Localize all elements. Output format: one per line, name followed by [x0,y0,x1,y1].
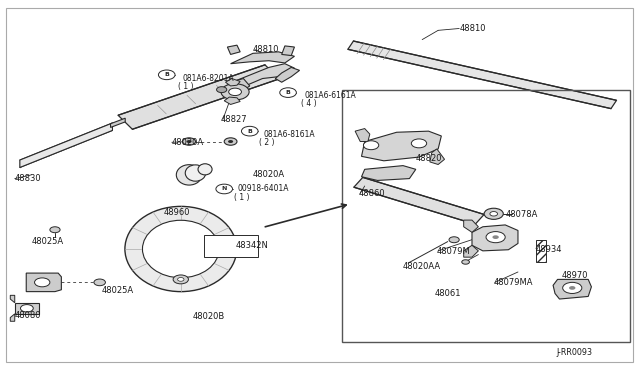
Circle shape [569,286,575,290]
Text: 48820: 48820 [416,154,442,163]
Circle shape [216,87,227,93]
Circle shape [221,84,249,100]
Circle shape [35,278,50,287]
Circle shape [177,278,184,281]
Text: B: B [285,90,291,95]
Polygon shape [111,118,125,128]
Circle shape [364,141,379,150]
Text: N: N [221,186,227,192]
Ellipse shape [198,164,212,175]
Bar [536,240,546,262]
Text: 48970: 48970 [561,271,588,280]
Circle shape [173,275,188,284]
Text: 48810: 48810 [253,45,280,54]
Text: 00918-6401A: 00918-6401A [237,185,289,193]
Bar [342,90,630,341]
Polygon shape [472,225,518,251]
Polygon shape [362,166,416,180]
Polygon shape [230,52,294,64]
Circle shape [241,126,258,136]
Polygon shape [464,245,478,257]
Circle shape [94,279,106,286]
Circle shape [228,88,241,96]
Polygon shape [118,65,279,129]
Text: ( 2 ): ( 2 ) [259,138,275,147]
Polygon shape [15,303,39,314]
Circle shape [486,232,505,243]
Circle shape [462,260,469,264]
Text: 081A6-8201A: 081A6-8201A [182,74,234,83]
Text: 48934: 48934 [536,244,563,253]
Text: B: B [247,129,252,134]
Text: 081A6-6161A: 081A6-6161A [305,91,356,100]
Circle shape [224,138,237,145]
Polygon shape [282,46,294,55]
Text: 48830: 48830 [15,174,42,183]
Text: 48025A: 48025A [102,286,134,295]
Polygon shape [553,279,591,299]
Polygon shape [275,67,300,82]
Polygon shape [10,295,15,303]
Polygon shape [227,45,240,54]
Text: 48020A: 48020A [253,170,285,179]
Text: 48020AA: 48020AA [403,262,441,271]
Polygon shape [10,314,15,321]
Ellipse shape [125,206,237,292]
Circle shape [20,305,33,312]
Circle shape [484,208,503,219]
Text: 48020B: 48020B [192,312,225,321]
Text: 48960: 48960 [164,208,190,217]
Ellipse shape [143,220,219,278]
Polygon shape [20,123,113,167]
Bar [204,235,258,257]
Text: J-RR0093: J-RR0093 [556,347,592,356]
Text: 48810: 48810 [460,24,486,33]
Circle shape [280,88,296,97]
Ellipse shape [185,165,205,181]
Circle shape [563,282,582,294]
Polygon shape [26,273,61,292]
Text: 48079MA: 48079MA [493,278,533,287]
Circle shape [412,139,427,148]
Polygon shape [224,97,240,105]
Polygon shape [348,41,616,109]
Polygon shape [362,131,442,161]
Circle shape [228,140,233,143]
Circle shape [490,212,497,216]
Polygon shape [355,129,370,141]
Text: 48827: 48827 [221,115,248,124]
Polygon shape [230,78,250,93]
Circle shape [216,184,232,194]
Text: ( 1 ): ( 1 ) [178,82,194,91]
Polygon shape [227,64,294,87]
Ellipse shape [176,165,202,185]
Circle shape [50,227,60,233]
Polygon shape [354,177,484,224]
Polygon shape [430,149,445,164]
Text: 48079M: 48079M [437,247,470,256]
Text: 48080: 48080 [15,311,41,320]
Circle shape [492,235,499,239]
Text: 48061: 48061 [435,289,461,298]
Text: 48342N: 48342N [236,241,269,250]
Text: 48020A: 48020A [172,138,204,147]
Text: B: B [164,72,169,77]
Circle shape [186,140,191,143]
Text: 48078A: 48078A [505,210,538,219]
Text: 48025A: 48025A [31,237,63,246]
Polygon shape [225,78,240,86]
Circle shape [449,237,460,243]
Text: 081A6-8161A: 081A6-8161A [263,130,315,140]
Text: ( 4 ): ( 4 ) [301,99,316,108]
Polygon shape [464,220,478,232]
Circle shape [182,138,195,145]
Text: 48860: 48860 [358,189,385,198]
Circle shape [159,70,175,80]
Text: ( 1 ): ( 1 ) [234,193,250,202]
